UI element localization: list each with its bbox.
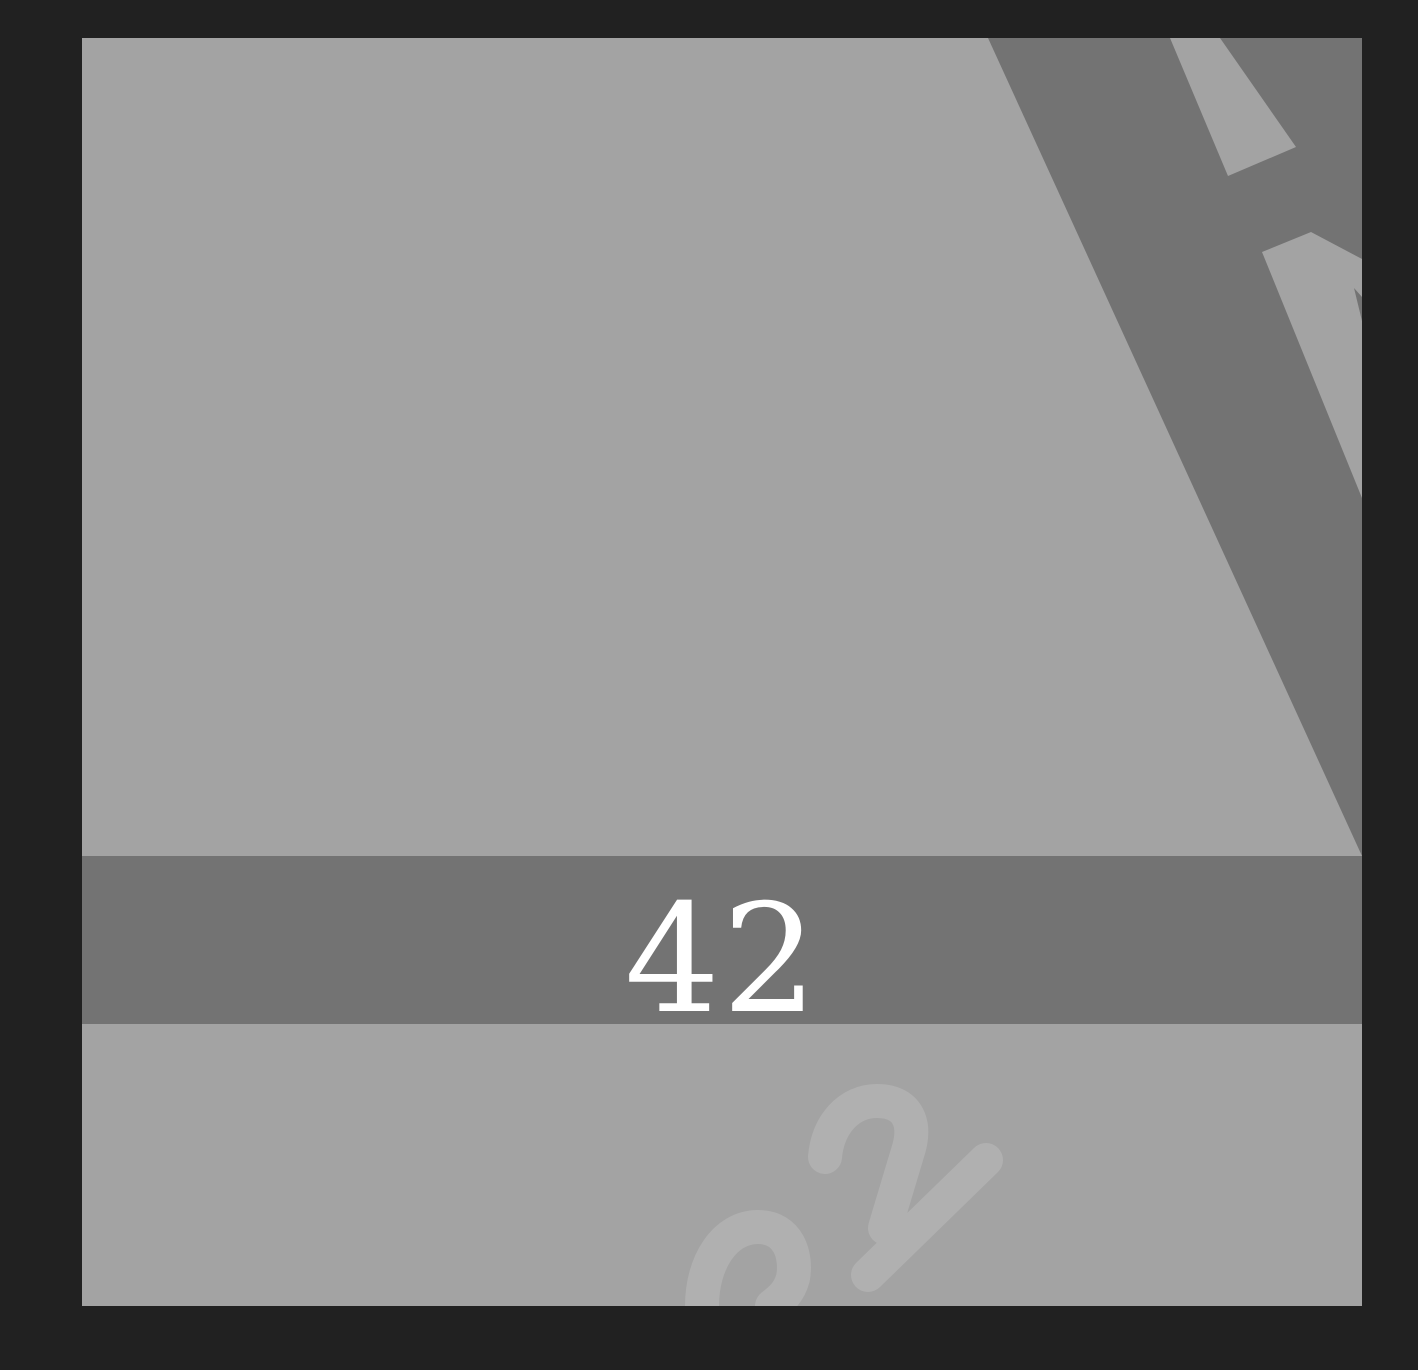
- diagonal-band-cutout-top: [1170, 38, 1296, 176]
- diagonal-band-cutout-middle: [1262, 232, 1362, 498]
- panel-graphic: [82, 38, 1362, 1306]
- title-banner: [82, 856, 1362, 1024]
- banner-number-text: 42: [624, 873, 820, 1047]
- diagonal-band-shape: [988, 38, 1362, 856]
- image-panel: 42: [82, 38, 1362, 1306]
- diagonal-band-notch: [1354, 288, 1362, 321]
- partial-number-watermark: [685, 1084, 1003, 1306]
- banner-number: 42: [82, 856, 1362, 1035]
